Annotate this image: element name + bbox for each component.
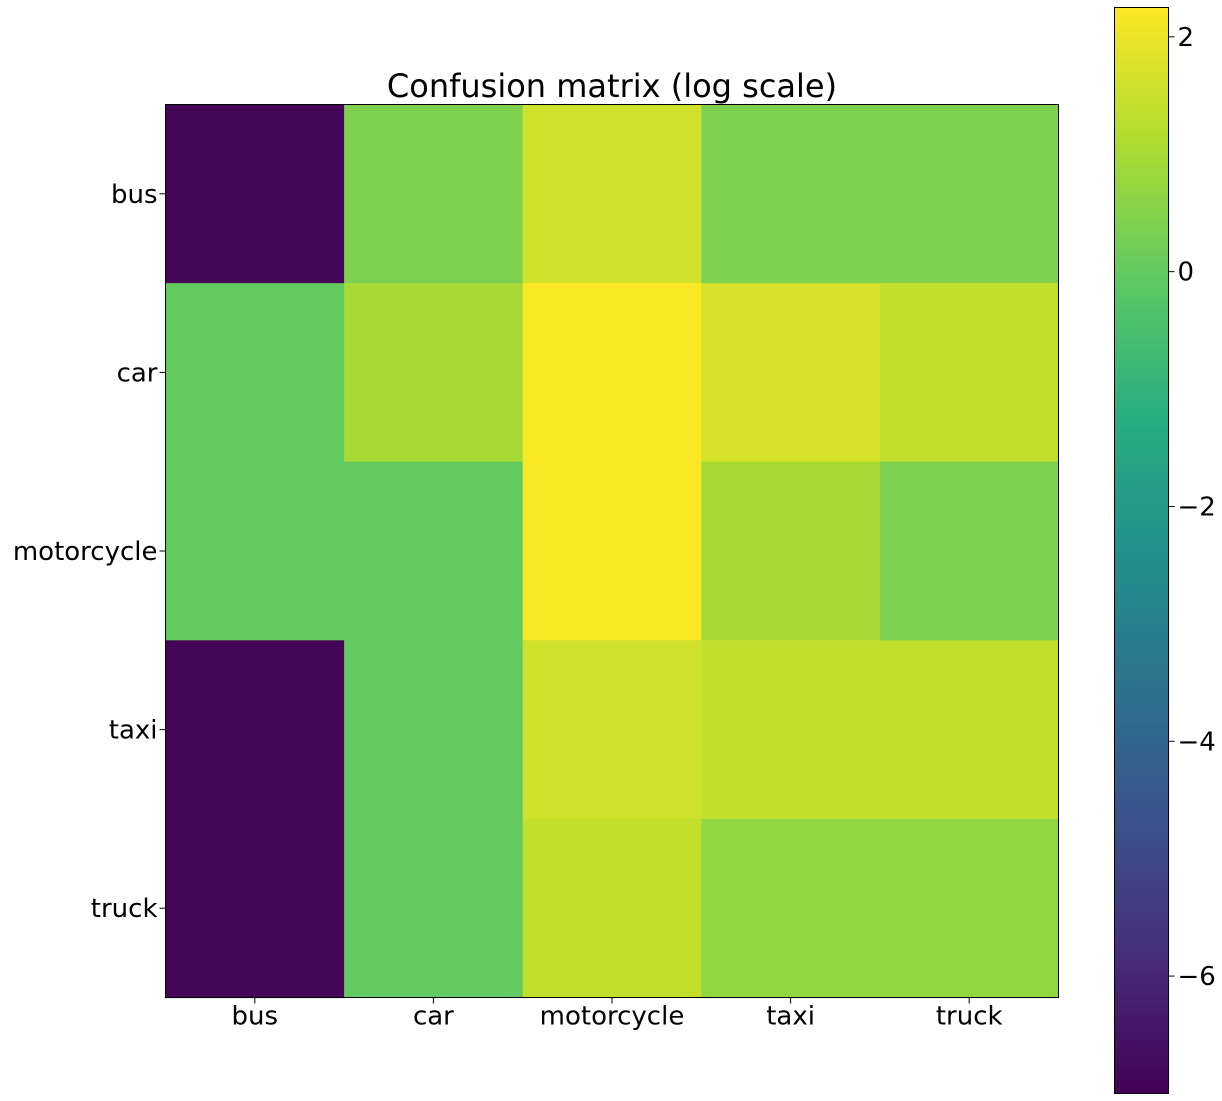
heatmap-cell [165,461,345,641]
x-tick-label: car [413,1002,454,1032]
x-tick-label: motorcycle [540,1002,685,1032]
x-tick-label: bus [232,1002,279,1032]
x-axis: bus car motorcycle taxi truck [232,997,1003,1032]
heatmap-cell [522,283,702,463]
y-axis: bus car motorcycle taxi truck [13,180,166,924]
heatmap-cell [344,818,524,999]
heatmap-cell [522,818,702,999]
heatmap-cell [522,640,702,820]
heatmap-cell [701,461,881,641]
colorbar-tick-label: 0 [1178,258,1195,288]
y-tick-label: truck [91,894,158,924]
heatmap-cell [165,104,345,284]
x-tick-label: taxi [766,1002,815,1032]
heatmap-cell [165,283,345,463]
heatmap-cell [879,640,1060,820]
heatmap-cell [165,640,345,820]
heatmap-cell [344,283,524,463]
colorbar [1114,7,1169,1094]
heatmap-cell [701,818,881,999]
colorbar-axis: 2 0 −2 −4 −6 [1168,23,1216,992]
colorbar-tick-label: −6 [1178,962,1216,992]
heatmap-cell [344,104,524,284]
heatmap-cell [344,640,524,820]
heatmap-cell [344,461,524,641]
heatmap-cell [522,104,702,284]
y-tick-label: bus [111,180,158,210]
heatmap-cell [879,283,1060,463]
x-tick-label: truck [936,1002,1003,1032]
heatmap-cells [165,104,1060,999]
heatmap-cell [701,104,881,284]
y-tick-label: car [117,358,158,388]
heatmap-cell [879,104,1060,284]
colorbar-tick-label: 2 [1178,23,1195,53]
heatmap-cell [165,818,345,999]
colorbar-tick-label: −4 [1178,727,1216,757]
heatmap-cell [879,818,1060,999]
y-tick-label: taxi [109,716,158,746]
heatmap-cell [701,283,881,463]
colorbar-tick-label: −2 [1178,492,1216,522]
heatmap-cell [522,461,702,641]
y-tick-label: motorcycle [13,537,158,567]
heatmap-cell [701,640,881,820]
chart-title: Confusion matrix (log scale) [387,67,837,105]
heatmap-cell [879,461,1060,641]
